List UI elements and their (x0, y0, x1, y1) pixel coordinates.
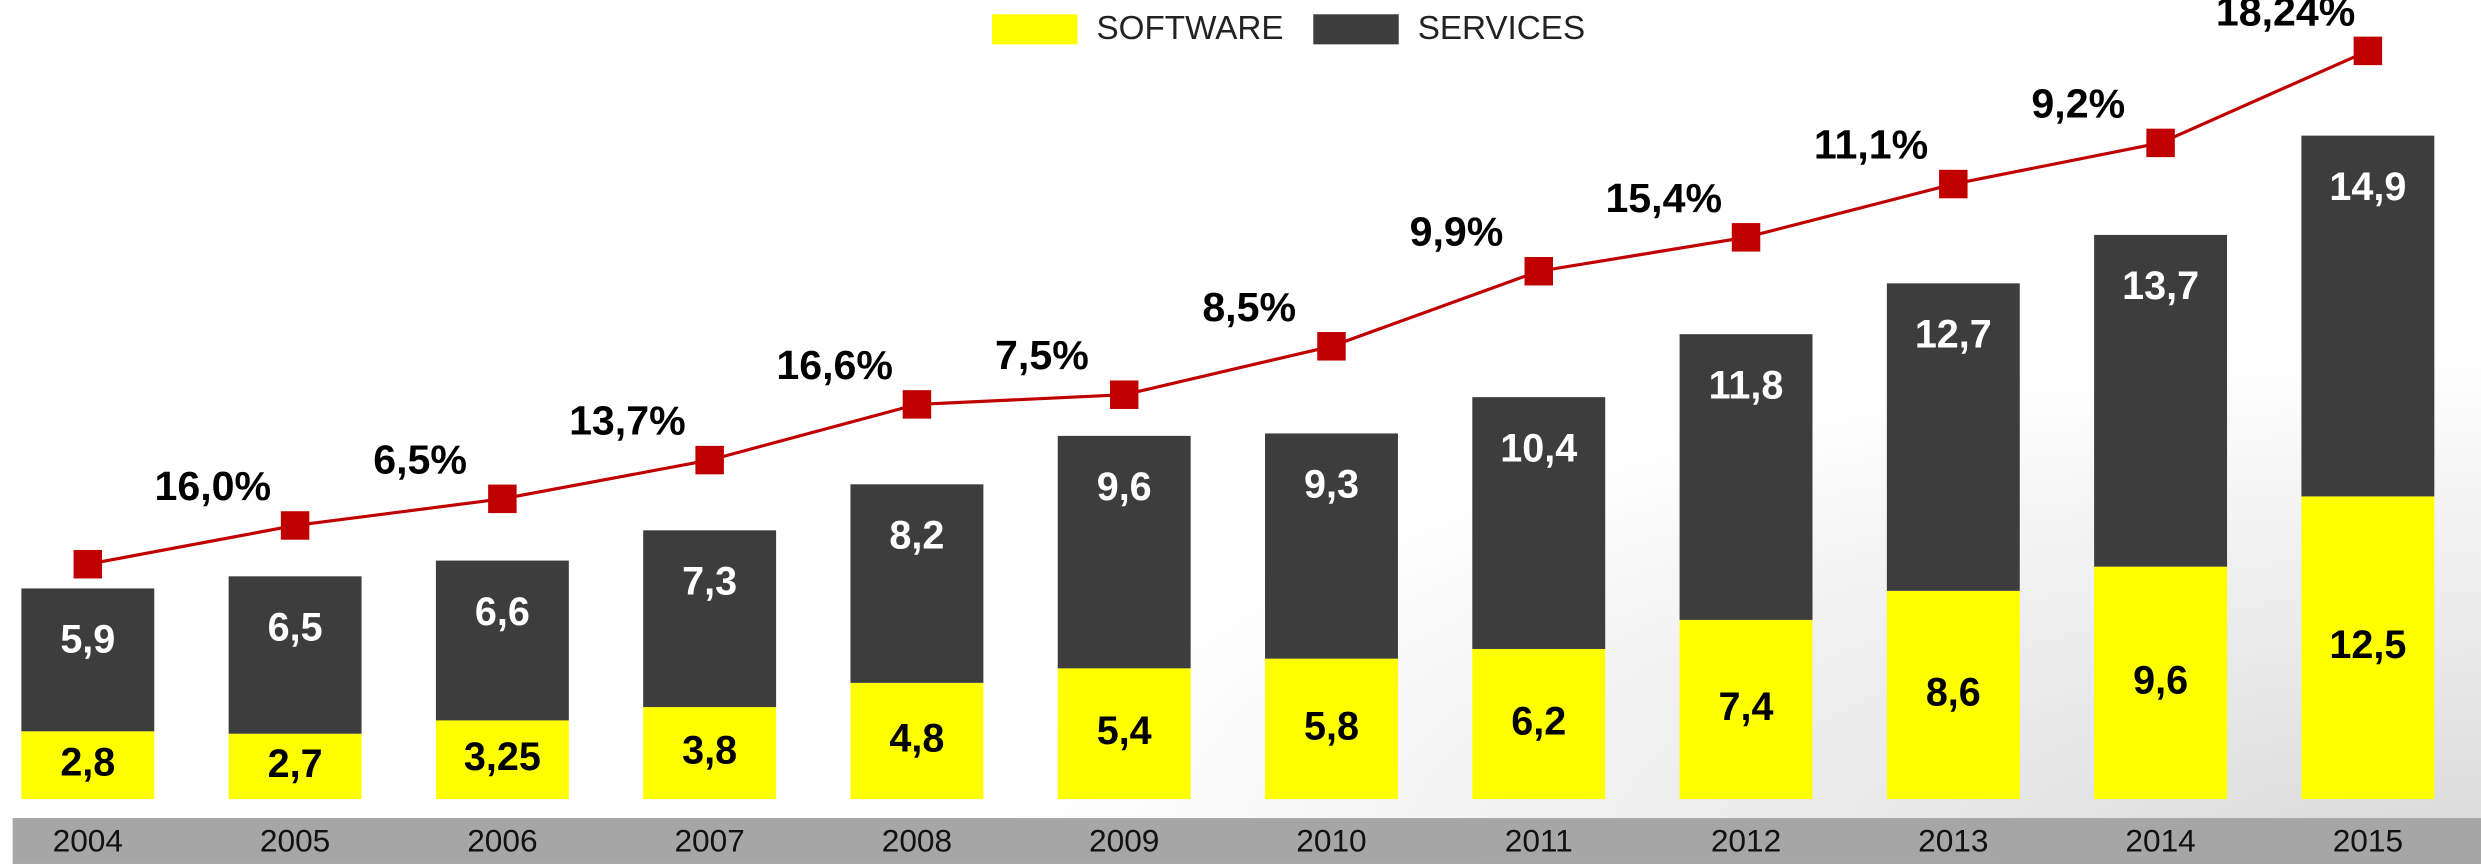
value-label: 7,4 (1719, 685, 1774, 729)
growth-label: 7,5% (995, 332, 1089, 378)
bar-segment (850, 484, 984, 683)
bar-segment (1265, 433, 1398, 659)
legend-label: SERVICES (1418, 10, 1585, 47)
value-label: 5,8 (1304, 704, 1359, 748)
bar-segment (21, 731, 155, 800)
x-tick-label: 2008 (882, 823, 952, 859)
bar-segment (228, 733, 362, 800)
growth-label: 9,9% (1410, 209, 1504, 255)
x-tick-label: 2005 (260, 823, 330, 859)
growth-marker (1317, 332, 1346, 361)
growth-label: 18,24% (2216, 0, 2355, 34)
bar-segment (1886, 283, 2020, 591)
legend-swatch (1313, 14, 1399, 45)
x-tick-label: 2004 (53, 823, 123, 859)
growth-marker (2146, 128, 2175, 158)
value-label: 12,7 (1915, 313, 1992, 357)
value-label: 12,5 (2329, 623, 2406, 667)
bar-segment (643, 530, 777, 708)
value-label: 9,6 (1097, 465, 1152, 509)
value-label: 14,9 (2329, 165, 2406, 209)
x-tick-label: 2006 (467, 823, 537, 859)
growth-marker (902, 390, 932, 419)
bar-segment (1472, 648, 1606, 800)
x-tick-label: 2013 (1918, 823, 1988, 859)
bar-segment (228, 576, 362, 734)
value-label: 11,8 (1709, 363, 1784, 407)
bar-segment (1679, 334, 1813, 620)
value-label: 6,5 (268, 606, 323, 650)
value-label: 6,2 (1511, 699, 1566, 743)
value-label: 8,6 (1926, 670, 1981, 714)
x-tick-label: 2010 (1296, 823, 1366, 859)
growth-marker (1731, 223, 1761, 252)
value-label: 3,8 (682, 729, 737, 773)
growth-marker (1109, 380, 1139, 409)
bar-segment (643, 707, 777, 800)
growth-marker (73, 549, 103, 579)
growth-marker (1524, 256, 1553, 286)
bar-segment (435, 560, 569, 721)
value-label: 8,2 (889, 514, 944, 558)
value-label: 4,8 (889, 716, 944, 760)
year-strip (12, 818, 2481, 864)
bar-segment (1472, 397, 1606, 649)
bar-segment (2094, 566, 2228, 800)
value-label: 5,4 (1097, 709, 1152, 753)
bar-segment (2094, 234, 2228, 567)
growth-label: 11,1% (1814, 122, 1928, 168)
x-tick-label: 2011 (1505, 823, 1573, 859)
x-tick-label: 2009 (1089, 823, 1159, 859)
growth-label: 9,2% (2031, 80, 2125, 126)
value-label: 9,6 (2133, 658, 2188, 702)
value-label: 7,3 (682, 560, 737, 604)
growth-marker (280, 511, 310, 540)
value-label: 9,3 (1304, 463, 1359, 507)
growth-marker (488, 484, 517, 514)
bar-segment (1886, 590, 2020, 800)
growth-label: 16,0% (155, 463, 272, 509)
growth-marker (1939, 169, 1968, 199)
growth-label: 13,7% (569, 398, 686, 444)
growth-label: 8,5% (1202, 284, 1296, 330)
x-tick-label: 2012 (1711, 823, 1781, 859)
bar-segment (1679, 619, 1813, 800)
value-label: 5,9 (60, 618, 115, 662)
growth-label: 16,6% (776, 342, 893, 388)
bar-segment (2301, 496, 2435, 800)
bar-segment (1057, 668, 1191, 800)
bar-segment (1057, 435, 1191, 669)
value-label: 2,8 (60, 741, 115, 785)
value-label: 2,7 (268, 742, 323, 786)
value-label: 6,6 (475, 590, 530, 634)
bar-segment (435, 720, 569, 800)
bar-segment (2301, 135, 2435, 497)
value-label: 10,4 (1500, 426, 1577, 470)
growth-marker (695, 445, 724, 475)
bar-segment (1265, 658, 1398, 800)
growth-marker (2353, 36, 2383, 66)
x-tick-label: 2015 (2333, 823, 2403, 859)
x-tick-label: 2014 (2125, 823, 2195, 859)
bar-segment (21, 588, 155, 732)
growth-label: 15,4% (1605, 175, 1722, 221)
value-label: 13,7 (2122, 264, 2199, 308)
value-label: 3,25 (464, 735, 541, 779)
legend-label: SOFTWARE (1097, 10, 1284, 47)
growth-line (87, 49, 2369, 566)
growth-label: 6,5% (373, 436, 467, 482)
bar-segment (850, 682, 984, 800)
legend-swatch (992, 14, 1078, 45)
x-tick-label: 2007 (674, 823, 744, 859)
